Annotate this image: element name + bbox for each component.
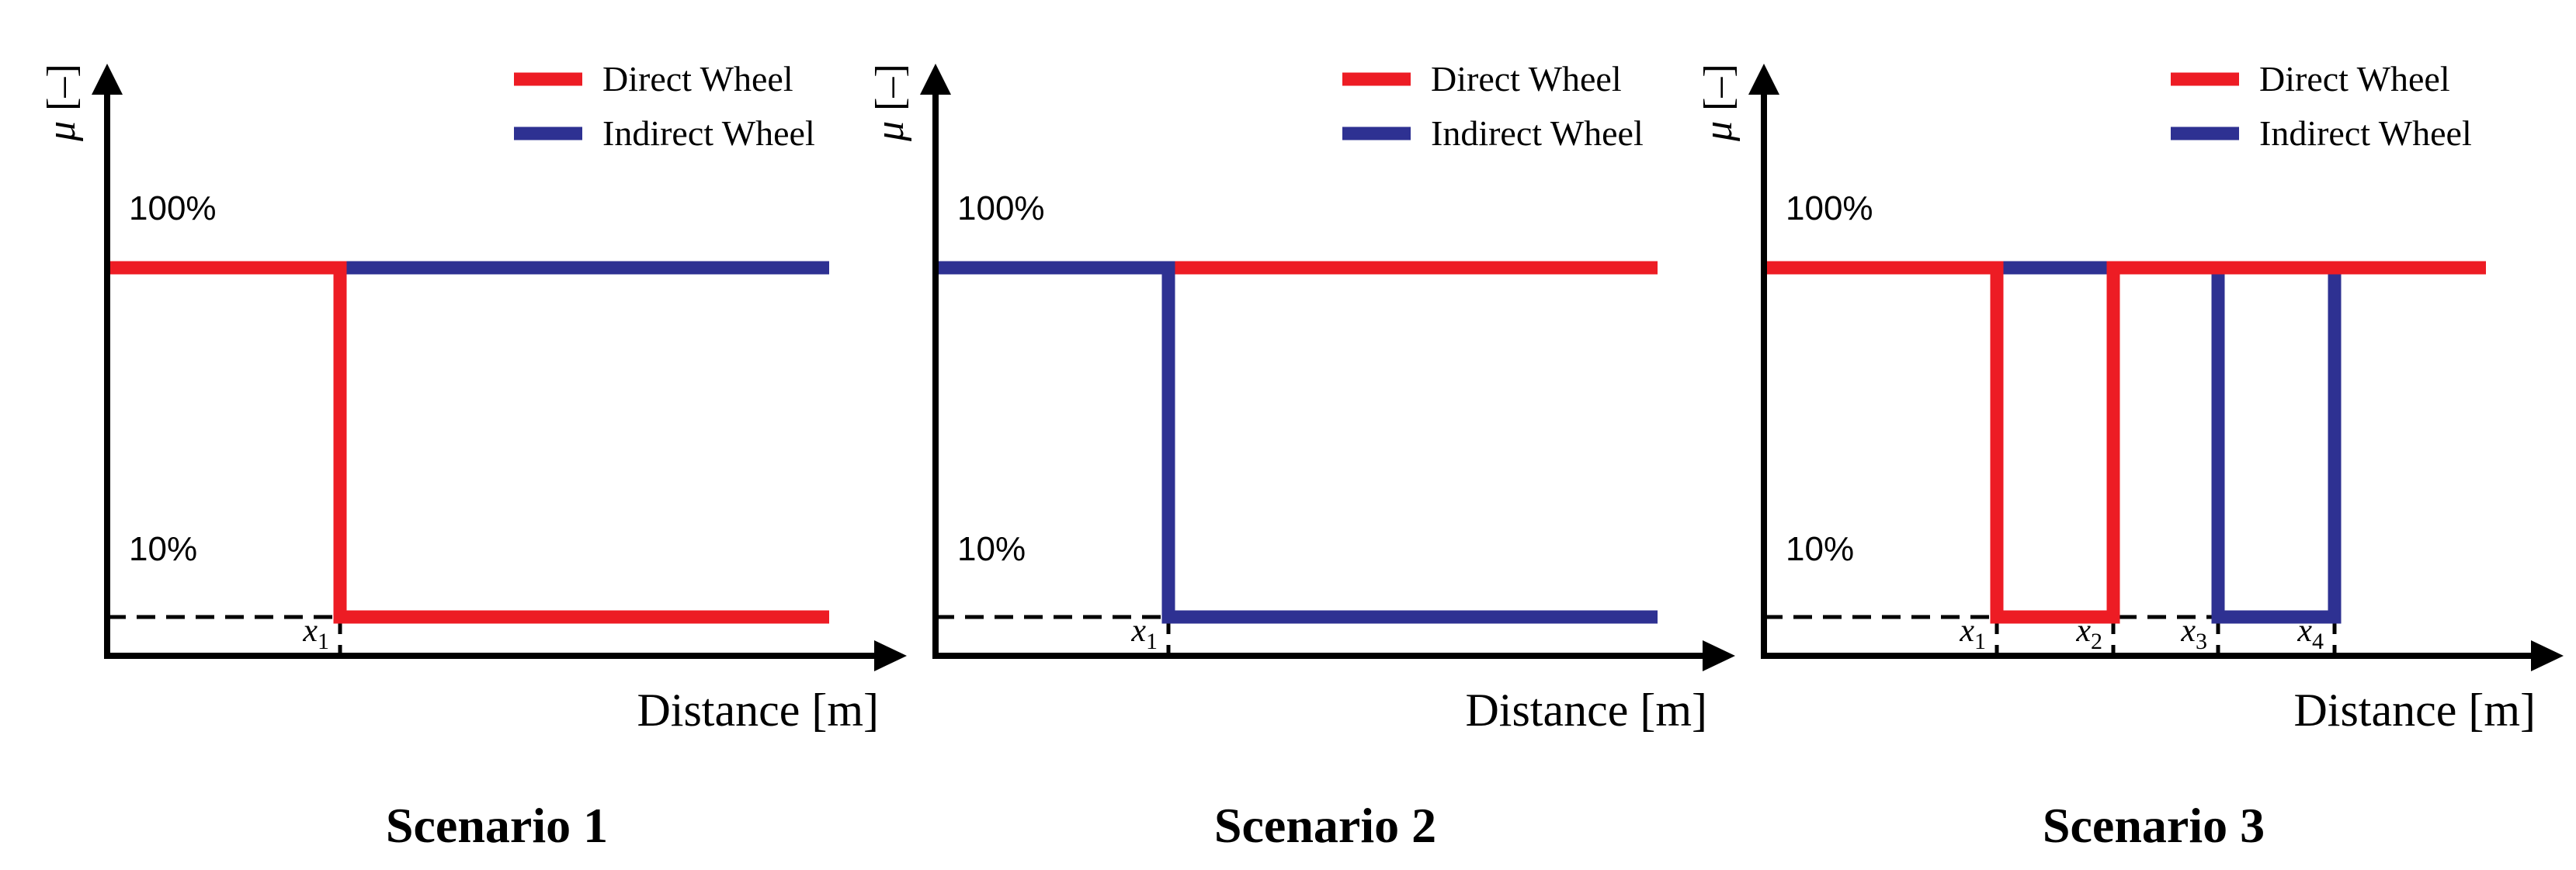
y-axis-label: μ [–] — [40, 64, 84, 142]
y-axis-label: μ [–] — [1696, 64, 1741, 142]
y-axis-arrow — [1748, 64, 1779, 95]
level-label-low: 10% — [1786, 530, 1854, 568]
series-line-direct-wheel — [1764, 261, 2486, 624]
y-axis-label: μ [–] — [868, 64, 912, 142]
marker-label: x1 — [302, 613, 329, 654]
chart-title: Scenario 3 — [2043, 798, 2265, 853]
x-axis-arrow — [2531, 640, 2564, 671]
level-label-high: 100% — [957, 189, 1045, 227]
legend-label: Indirect Wheel — [2259, 113, 2472, 153]
y-axis-arrow — [92, 64, 123, 95]
level-label-low: 10% — [957, 530, 1026, 568]
legend: Direct Wheel Indirect Wheel — [514, 59, 815, 153]
series-line-indirect-wheel — [936, 261, 1658, 624]
x-axis-arrow — [1703, 640, 1735, 671]
legend-label: Direct Wheel — [1431, 59, 1622, 99]
legend-label: Indirect Wheel — [602, 113, 815, 153]
x-axis-arrow — [874, 640, 907, 671]
panel-2: x1 100% 10% μ [–] Distance [m] Direct Wheel In… — [868, 59, 1735, 853]
panel-1: x1 100% 10% μ [–] Distance [m] Direct Wheel In… — [40, 59, 907, 853]
x-axis-label: Distance [m] — [2293, 685, 2536, 736]
x-axis-label: Distance [m] — [637, 685, 879, 736]
legend: Direct Wheel Indirect Wheel — [2171, 59, 2472, 153]
series-line-indirect-wheel — [1764, 261, 2486, 624]
legend-label: Direct Wheel — [2259, 59, 2450, 99]
level-label-high: 100% — [129, 189, 217, 227]
marker-label: x1 — [1130, 613, 1158, 654]
marker-label: x3 — [2180, 613, 2207, 654]
legend-label: Indirect Wheel — [1431, 113, 1644, 153]
level-label-high: 100% — [1786, 189, 1873, 227]
chart-title: Scenario 1 — [386, 798, 608, 853]
series-line-direct-wheel — [107, 261, 829, 624]
y-axis-arrow — [920, 64, 951, 95]
chart-title: Scenario 2 — [1214, 798, 1436, 853]
marker-label: x1 — [1959, 613, 1986, 654]
x-axis-label: Distance [m] — [1465, 685, 1707, 736]
level-label-low: 10% — [129, 530, 197, 568]
legend-label: Direct Wheel — [602, 59, 793, 99]
legend: Direct Wheel Indirect Wheel — [1342, 59, 1644, 153]
